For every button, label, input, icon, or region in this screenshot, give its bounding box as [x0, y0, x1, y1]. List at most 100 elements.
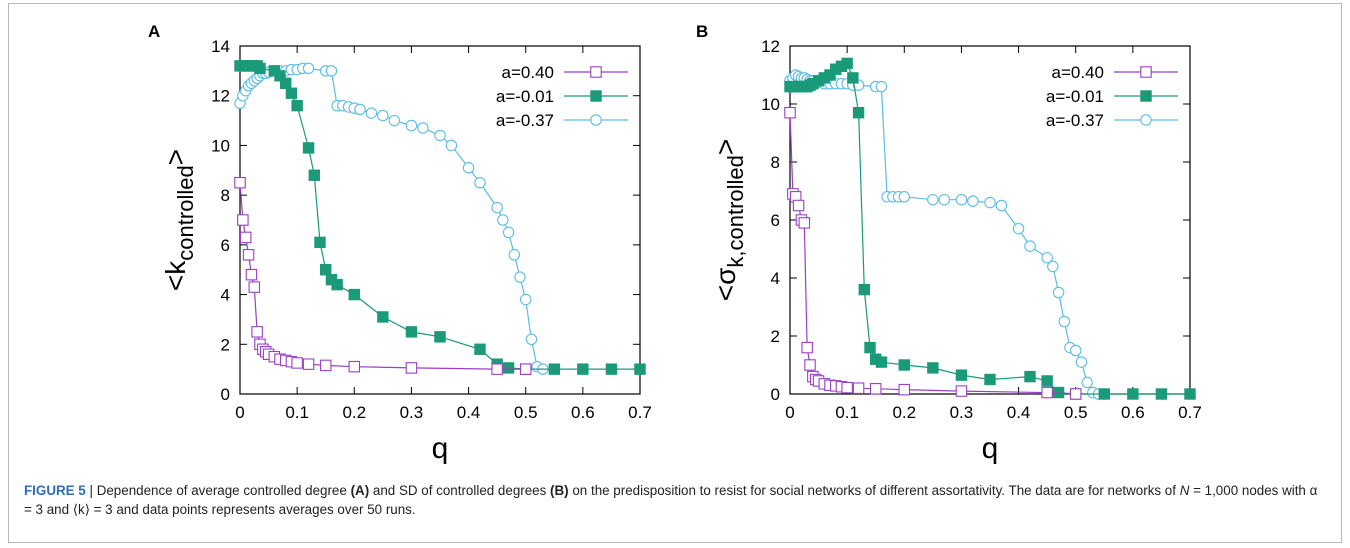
- y-tick-label: 12: [211, 87, 230, 106]
- data-point-filled-square: [1127, 388, 1139, 400]
- series-line: [790, 62, 1190, 395]
- chart-panel-a: A 0 0.1 0.2 0.3 0.4 0.5 0.6 0.7 0 2 4 6 8 10 12 14 q <kco…: [110, 6, 670, 466]
- series-a_0_40: [234, 176, 532, 375]
- data-point-filled-square: [1140, 90, 1152, 102]
- data-point-filled-square: [331, 278, 343, 291]
- series-a_0_40: [784, 106, 1082, 400]
- data-point-circle: [302, 62, 315, 75]
- x-tick-label: 0: [785, 403, 794, 422]
- data-point-circle: [1058, 315, 1071, 328]
- data-point-square: [491, 363, 503, 375]
- data-point-filled-square: [502, 362, 515, 374]
- data-point-square: [319, 359, 332, 372]
- data-point-circle: [955, 193, 968, 206]
- data-point-square: [801, 341, 813, 354]
- x-tick-label: 0.5: [514, 403, 538, 422]
- x-tick-label: 0.6: [1121, 403, 1145, 422]
- y-axis-label-end: >: [160, 149, 191, 165]
- y-tick-label: 10: [211, 136, 230, 155]
- y-tick-label: 6: [771, 211, 780, 230]
- data-point-square: [792, 199, 805, 212]
- data-point-square: [955, 385, 968, 397]
- data-point-filled-square: [875, 356, 888, 368]
- data-point-square: [245, 268, 258, 281]
- data-point-filled-square: [1155, 388, 1168, 400]
- data-point-circle: [1081, 376, 1093, 389]
- data-point-circle: [325, 65, 338, 77]
- data-point-filled-square: [308, 169, 320, 181]
- series-a__0_37: [234, 62, 549, 375]
- data-point-circle: [474, 176, 486, 189]
- y-tick-label: 0: [771, 385, 780, 404]
- caption-ref-a: (A): [350, 483, 370, 498]
- data-point-filled-square: [434, 331, 446, 343]
- series-line: [239, 182, 526, 370]
- data-point-filled-square: [348, 288, 360, 301]
- x-tick-label: 0.4: [457, 403, 481, 422]
- caption-ref-b: (B): [550, 483, 569, 498]
- data-point-filled-square: [927, 362, 939, 374]
- data-point-filled-square: [548, 363, 560, 375]
- data-point-filled-square: [841, 57, 853, 70]
- plot-frame: [789, 45, 1191, 395]
- series-line: [789, 112, 1076, 395]
- data-point-circle: [525, 333, 538, 346]
- data-point-filled-square: [577, 363, 589, 375]
- data-point-square: [1140, 66, 1152, 78]
- series-a__0_01: [784, 57, 1196, 400]
- data-point-square: [234, 176, 246, 189]
- caption-text-1: Dependence of average controlled degree: [96, 483, 351, 498]
- chart-panel-b: B 0 0.1 0.2 0.3 0.4 0.5 0.6 0.7 0 2 4 6 8 10 12 q <σk,co…: [660, 6, 1220, 466]
- y-tick-label: 6: [221, 236, 230, 255]
- data-point-circle: [519, 293, 532, 306]
- data-point-circle: [354, 103, 366, 116]
- data-point-circle: [365, 107, 378, 119]
- legend-label: a=-0.37: [1046, 111, 1104, 130]
- data-point-circle: [967, 195, 979, 207]
- x-axis-label: q: [432, 432, 449, 465]
- data-point-circle: [508, 249, 521, 261]
- data-point-filled-square: [858, 283, 870, 296]
- y-tick-label: 12: [761, 37, 780, 56]
- x-tick-label: 0.3: [950, 403, 974, 422]
- data-point-square: [784, 106, 796, 119]
- y-tick-label: 14: [211, 37, 230, 56]
- y-tick-label: 10: [761, 95, 780, 114]
- data-point-circle: [984, 196, 996, 209]
- x-tick-label: 0.7: [628, 403, 652, 422]
- figure-caption: FIGURE 5 | Dependence of average control…: [24, 481, 1324, 519]
- x-tick-label: 0.6: [571, 403, 595, 422]
- data-point-circle: [995, 199, 1008, 212]
- caption-label: FIGURE 5: [24, 483, 86, 498]
- data-point-filled-square: [898, 359, 910, 371]
- legend-label: a=-0.37: [496, 111, 554, 130]
- x-tick-label: 0.5: [1064, 403, 1088, 422]
- y-tick-label: 4: [221, 286, 230, 305]
- data-point-square: [898, 383, 911, 396]
- data-point-circle: [417, 122, 429, 134]
- figure-frame: [8, 3, 1342, 543]
- data-point-circle: [497, 214, 509, 226]
- data-point-circle: [875, 80, 888, 93]
- y-tick-label: 8: [221, 186, 230, 205]
- data-point-filled-square: [847, 72, 859, 84]
- data-point-square: [348, 360, 361, 373]
- data-point-circle: [1012, 222, 1025, 235]
- y-axis-label-main: <σ: [710, 268, 741, 302]
- data-point-filled-square: [254, 62, 266, 75]
- series-line: [240, 65, 640, 370]
- data-point-filled-square: [824, 69, 836, 81]
- data-point-circle: [502, 226, 515, 239]
- data-point-square: [405, 362, 418, 374]
- data-point-circle: [1052, 286, 1065, 299]
- x-tick-label: 0.1: [285, 403, 309, 422]
- y-axis-label-main: <k: [160, 260, 191, 291]
- data-point-circle: [898, 191, 911, 203]
- x-tick-label: 0.4: [1007, 403, 1031, 422]
- data-point-square: [519, 363, 532, 375]
- data-point-filled-square: [405, 326, 418, 338]
- y-tick-label: 2: [221, 335, 230, 354]
- caption-n-symbol: N: [1179, 483, 1190, 498]
- data-point-circle: [388, 114, 401, 127]
- data-point-filled-square: [280, 77, 292, 89]
